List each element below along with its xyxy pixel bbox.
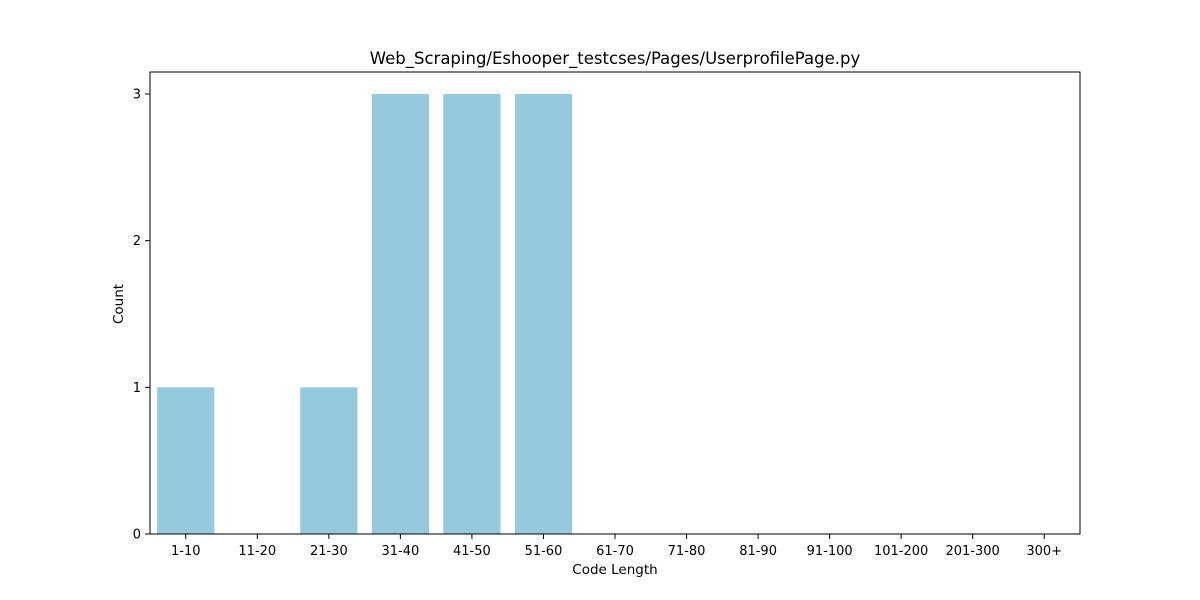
y-axis-title: Count: [111, 284, 127, 324]
x-tick-label: 21-30: [310, 544, 348, 559]
chart-title: Web_Scraping/Eshooper_testcses/Pages/Use…: [370, 49, 861, 69]
x-tick-label: 81-90: [739, 544, 777, 559]
x-tick-label: 71-80: [668, 544, 706, 559]
x-axis-title: Code Length: [572, 562, 657, 578]
bar-21-30: [300, 387, 358, 534]
bars-group: [157, 94, 573, 534]
x-tick-label: 300+: [1026, 544, 1062, 559]
x-tick-label: 41-50: [453, 544, 491, 559]
x-tick-label: 201-300: [946, 544, 1000, 559]
x-tick-label: 91-100: [807, 544, 853, 559]
y-axis: 0 1 2 3: [133, 88, 150, 543]
x-tick-label: 61-70: [596, 544, 634, 559]
y-tick-label: 0: [133, 528, 141, 543]
y-tick-label: 3: [133, 88, 141, 103]
bar-1-10: [157, 387, 215, 534]
y-tick-label: 2: [133, 234, 141, 249]
y-tick-label: 1: [133, 381, 141, 396]
x-tick-label: 11-20: [238, 544, 276, 559]
bar-51-60: [514, 94, 573, 534]
x-tick-label: 51-60: [525, 544, 563, 559]
bar-31-40: [371, 94, 429, 534]
x-tick-label: 31-40: [381, 544, 419, 559]
x-tick-label: 101-200: [874, 544, 928, 559]
x-tick-label: 1-10: [171, 544, 201, 559]
plot-area-frame: [149, 71, 1081, 535]
x-axis: 1-10 11-20 21-30 31-40 41-50 51-60 61-70 71-80 8…: [171, 534, 1062, 559]
bar-41-50: [443, 94, 501, 534]
